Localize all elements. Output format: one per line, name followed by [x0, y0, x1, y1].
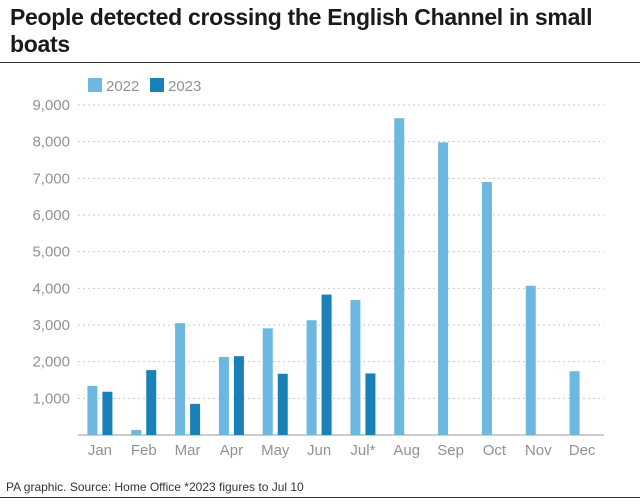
legend-swatch-2022: [88, 78, 102, 92]
footer-divider: [0, 497, 640, 498]
bar-2023-jan: [102, 391, 113, 435]
bar-2022-jul: [350, 300, 361, 435]
bar-2022-mar: [175, 323, 186, 435]
legend: 2022 2023: [88, 78, 201, 95]
bar-2023-apr: [233, 356, 244, 435]
y-axis-tick-labels: 1,000 2,000 3,000 4,000 5,000 6,000 7,000 8,000…: [32, 97, 70, 407]
x-tick-label: Jan: [88, 442, 112, 459]
bar-2023-jun: [321, 294, 332, 435]
legend-swatch-2023: [150, 78, 164, 92]
y-tick-label: 2,000: [32, 354, 70, 371]
y-tick-label: 6,000: [32, 207, 70, 224]
source-footer: PA graphic. Source: Home Office *2023 fi…: [6, 480, 304, 494]
bar-2022-oct: [481, 182, 492, 435]
y-tick-label: 4,000: [32, 280, 70, 297]
x-tick-label: Mar: [175, 442, 201, 459]
chart-title: People detected crossing the English Cha…: [10, 4, 593, 57]
bar-2023-feb: [146, 370, 157, 435]
bar-2022-jun: [306, 320, 317, 435]
x-tick-label: Jun: [307, 442, 331, 459]
x-tick-label: Sep: [437, 442, 464, 459]
y-tick-label: 7,000: [32, 170, 70, 187]
x-tick-label: Apr: [220, 442, 243, 459]
bar-2023-jul: [365, 373, 376, 435]
bar-2022-dec: [569, 371, 580, 435]
title-divider: [0, 62, 640, 63]
gridlines: [78, 104, 604, 436]
bars: [87, 118, 580, 435]
bar-2022-jan: [87, 385, 98, 435]
y-tick-label: 9,000: [32, 97, 70, 114]
bar-2022-feb: [131, 429, 142, 435]
legend-label-2022: 2022: [106, 78, 139, 95]
bar-2022-apr: [218, 356, 229, 435]
x-axis-tick-labels: Jan Feb Mar Apr May Jun Jul* Aug Sep Oct Nov Dec: [88, 442, 596, 459]
x-tick-label: Jul*: [350, 442, 375, 459]
x-tick-label: Aug: [393, 442, 420, 459]
x-tick-label: Nov: [525, 442, 552, 459]
bar-2022-nov: [525, 285, 536, 435]
y-tick-label: 1,000: [32, 390, 70, 407]
bar-2023-mar: [190, 403, 201, 435]
x-tick-label: Feb: [131, 442, 157, 459]
x-tick-label: May: [261, 442, 290, 459]
x-tick-label: Dec: [569, 442, 596, 459]
bar-2022-sep: [438, 142, 449, 435]
bar-2022-aug: [394, 118, 405, 435]
y-tick-label: 5,000: [32, 244, 70, 261]
legend-label-2023: 2023: [168, 78, 201, 95]
bar-2022-may: [262, 328, 273, 435]
x-tick-label: Oct: [483, 442, 507, 459]
bar-2023-may: [277, 373, 288, 435]
y-tick-label: 3,000: [32, 317, 70, 334]
y-tick-label: 8,000: [32, 134, 70, 151]
